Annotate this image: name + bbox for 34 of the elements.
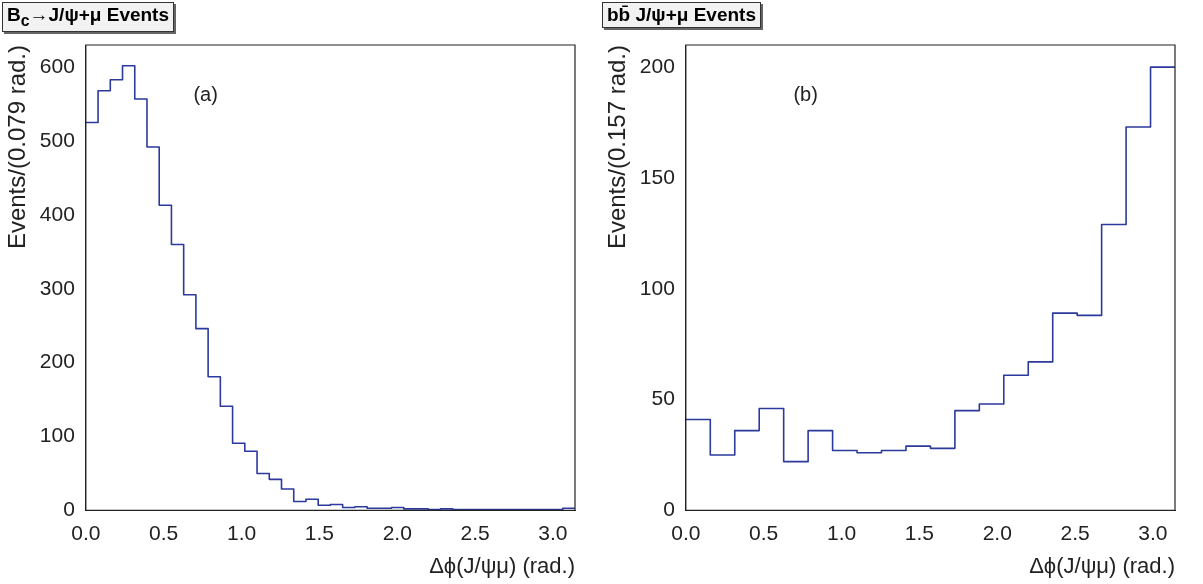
chart-title: bb̄ J/ψ+μ Events	[602, 2, 761, 28]
y-tick-label: 600	[39, 53, 75, 77]
annotation: (a)	[193, 82, 218, 105]
y-tick-label: 300	[39, 275, 75, 299]
y-tick-label: 0	[663, 497, 675, 521]
x-tick-label: 1.5	[304, 520, 334, 544]
y-tick-label: 200	[639, 53, 675, 77]
x-tick-label: 2.5	[1060, 520, 1090, 544]
y-axis-title: Events/(0.079 rad.)	[3, 45, 31, 250]
y-tick-label: 500	[39, 127, 75, 151]
y-tick-label: 100	[639, 275, 675, 299]
x-tick-label: 2.0	[382, 520, 412, 544]
x-axis-title: Δϕ(J/ψμ) (rad.)	[429, 552, 575, 578]
x-axis-title: Δϕ(J/ψμ) (rad.)	[1029, 552, 1175, 578]
y-tick-label: 100	[39, 423, 75, 447]
x-tick-label: 0.0	[671, 520, 701, 544]
x-tick-label: 1.5	[904, 520, 934, 544]
x-tick-label: 0.5	[149, 520, 179, 544]
y-tick-label: 150	[639, 164, 675, 188]
x-tick-label: 3.0	[538, 520, 568, 544]
x-tick-label: 0.0	[71, 520, 101, 544]
y-tick-label: 400	[39, 201, 75, 225]
chart-title: B$_{c}$→J/ψ+μ Events	[2, 2, 175, 32]
y-tick-label: 0	[63, 497, 75, 521]
y-tick-label: 200	[39, 349, 75, 373]
y-axis-title: Events/(0.157 rad.)	[603, 45, 631, 250]
x-tick-label: 2.5	[460, 520, 490, 544]
x-tick-label: 1.0	[226, 520, 257, 544]
annotation: (b)	[793, 82, 818, 105]
x-tick-label: 1.0	[826, 520, 857, 544]
x-tick-label: 2.0	[982, 520, 1012, 544]
x-tick-label: 0.5	[749, 520, 779, 544]
x-tick-label: 3.0	[1138, 520, 1168, 544]
y-tick-label: 50	[651, 386, 675, 410]
